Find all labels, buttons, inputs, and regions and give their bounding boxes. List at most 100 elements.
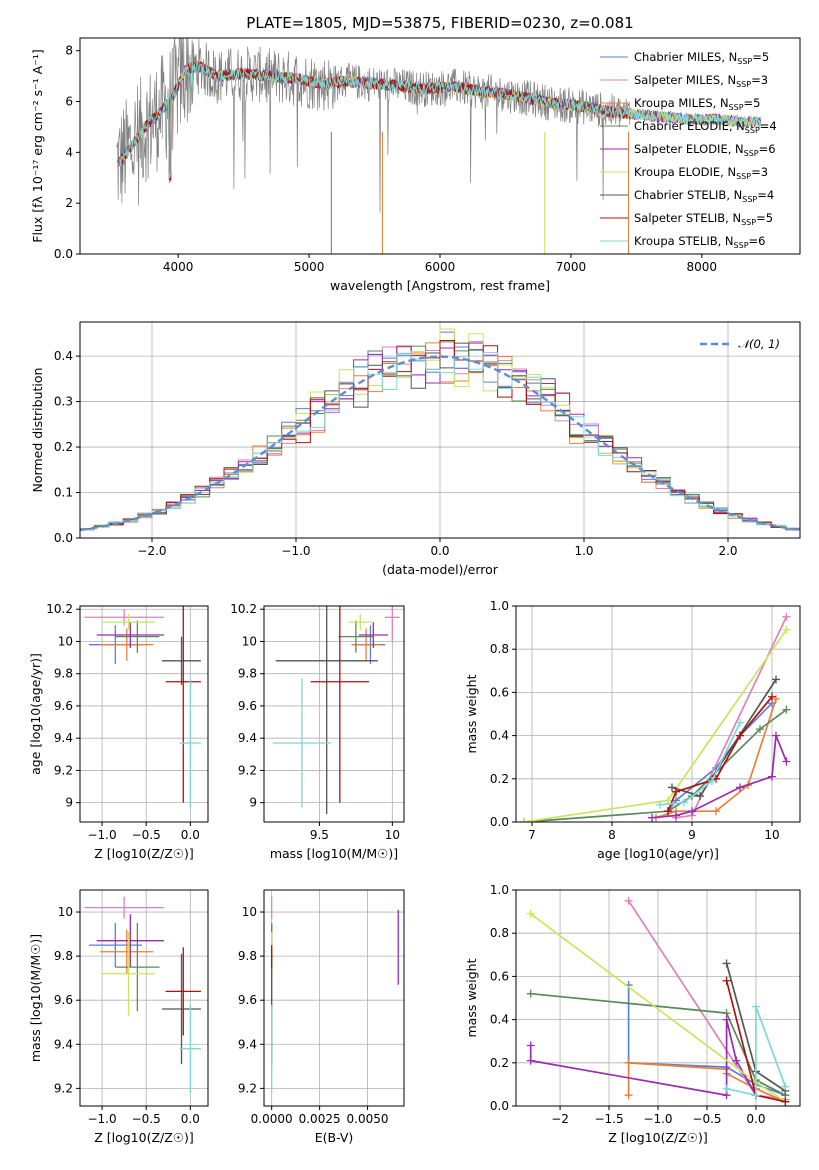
legend-label: Chabrier STELIB, NSSP=4 <box>634 188 774 204</box>
model-spectrum-line <box>118 62 629 181</box>
panel-residuals: −2.0 −1.0 0.0 1.0 2.0 0.0 0.1 0.2 0.3 0.4 (data-mo… <box>30 321 801 577</box>
y-tick-label: 0.8 <box>490 642 509 656</box>
legend-label: Salpeter MILES, NSSP=3 <box>634 73 768 89</box>
plus-marker <box>781 1082 790 1091</box>
plus-marker <box>688 807 696 816</box>
axes-frame <box>263 605 405 823</box>
x-axis-label: Z [log10(Z/Z☉)] <box>608 1130 708 1145</box>
legend-label: Salpeter STELIB, NSSP=5 <box>634 211 773 227</box>
weight-line <box>726 1006 787 1097</box>
y-tick-label: 9.6 <box>54 993 73 1007</box>
y-tick-label: 9.4 <box>54 731 73 745</box>
plot-area <box>84 896 201 1093</box>
y-tick-label: 9.8 <box>54 949 73 963</box>
plus-marker <box>708 776 716 785</box>
plus-marker <box>520 818 528 822</box>
x-axis-label: Z [log10(Z/Z☉)] <box>94 846 194 861</box>
figure-title: PLATE=1805, MJD=53875, FIBERID=0230, z=0… <box>246 14 633 32</box>
plot-area <box>116 38 762 254</box>
y-tick-label: 10 <box>242 634 257 648</box>
axes-frame <box>515 889 801 1107</box>
x-tick-label: 0.0 <box>430 544 449 558</box>
plus-marker <box>736 731 744 740</box>
x-tick-label: −1.0 <box>281 544 310 558</box>
plot-area <box>84 606 201 808</box>
plus-marker <box>782 757 791 766</box>
plus-marker <box>526 909 535 918</box>
plot-area <box>80 328 800 532</box>
plus-marker <box>782 625 791 634</box>
plus-marker <box>781 1097 790 1106</box>
model-spectrum-line <box>119 60 762 179</box>
y-tick-label: 9 <box>65 796 73 810</box>
plus-marker <box>756 725 764 734</box>
plot-area <box>520 612 791 822</box>
x-tick-label: 0.0 <box>181 828 200 842</box>
plot-area <box>271 896 399 1093</box>
y-tick-label: 1.0 <box>490 599 509 613</box>
plus-marker <box>782 705 791 714</box>
y-tick-label: 0.2 <box>490 1056 509 1070</box>
plus-marker <box>696 792 704 801</box>
y-tick-label: 10 <box>242 905 257 919</box>
x-tick-label: 0.0025 <box>299 1112 341 1126</box>
plus-marker <box>648 813 656 822</box>
y-axis-label: Flux [fλ 10⁻¹⁷ erg cm⁻² s⁻¹ A⁻¹] <box>30 49 45 242</box>
y-tick-label: 0.2 <box>490 772 509 786</box>
axes-frame <box>79 889 209 1107</box>
weight-line <box>659 722 741 806</box>
y-tick-label: 6 <box>65 95 73 109</box>
panel-age-vs-mass: 9.5 10 9 9.2 9.4 9.6 9.8 10 10.2 mass [log10(M/M☉… <box>230 602 405 861</box>
plus-marker <box>712 807 720 816</box>
plus-marker <box>768 692 776 701</box>
x-tick-label: −2.0 <box>137 544 166 558</box>
y-tick-label: 9.2 <box>238 763 257 777</box>
x-tick-label: 5000 <box>294 260 325 274</box>
panel-age-vs-z: −1.0 −0.5 0.0 9 9.2 9.4 9.6 9.8 10 10.2 Z [log10(Z… <box>28 602 209 861</box>
plus-marker <box>722 959 731 968</box>
x-axis-label: wavelength [Angstrom, rest frame] <box>330 278 550 293</box>
y-tick-label: 9.2 <box>54 763 73 777</box>
x-tick-label: −0.5 <box>692 1112 721 1126</box>
y-tick-label: 0.0 <box>490 815 509 829</box>
y-tick-label: 10.2 <box>46 602 73 616</box>
x-tick-label: 8 <box>608 828 616 842</box>
y-tick-label: 10 <box>58 905 73 919</box>
y-tick-label: 2 <box>65 196 73 210</box>
y-tick-label: 0.4 <box>54 349 73 363</box>
y-tick-label: 8 <box>65 44 73 58</box>
axes-frame <box>79 321 801 539</box>
normal-curve <box>80 355 800 532</box>
plus-marker <box>722 1015 731 1024</box>
plot-area <box>272 606 400 814</box>
y-tick-label: 0.6 <box>490 685 509 699</box>
legend-label: 𝒩(0, 1) <box>738 337 780 351</box>
plus-marker <box>526 1041 535 1050</box>
weight-line <box>530 992 786 1096</box>
y-tick-label: 9 <box>249 796 257 810</box>
x-tick-label: −1.5 <box>594 1112 623 1126</box>
y-tick-label: 9.6 <box>238 699 257 713</box>
x-tick-label: 1.0 <box>574 544 593 558</box>
y-tick-label: 0.4 <box>490 729 509 743</box>
x-tick-label: 10 <box>385 828 400 842</box>
legend-label: Kroupa STELIB, NSSP=6 <box>634 234 765 250</box>
plus-marker <box>768 772 776 781</box>
y-tick-label: 0.4 <box>490 1013 509 1027</box>
legend-label: Kroupa MILES, NSSP=5 <box>634 96 760 112</box>
y-tick-label: 9.4 <box>238 1037 257 1051</box>
plus-marker <box>722 1084 731 1093</box>
x-tick-label: 9.5 <box>310 828 329 842</box>
x-tick-label: 2.0 <box>718 544 737 558</box>
y-tick-label: 10.2 <box>230 602 257 616</box>
y-tick-label: 0.1 <box>54 486 73 500</box>
plus-marker <box>672 811 680 820</box>
x-tick-label: 8000 <box>687 260 718 274</box>
plus-marker <box>772 731 780 740</box>
x-tick-label: −0.5 <box>132 828 161 842</box>
y-tick-label: 9.6 <box>54 699 73 713</box>
axes-frame <box>515 605 801 823</box>
y-tick-label: 9.6 <box>238 993 257 1007</box>
axes-frame <box>263 889 405 1107</box>
